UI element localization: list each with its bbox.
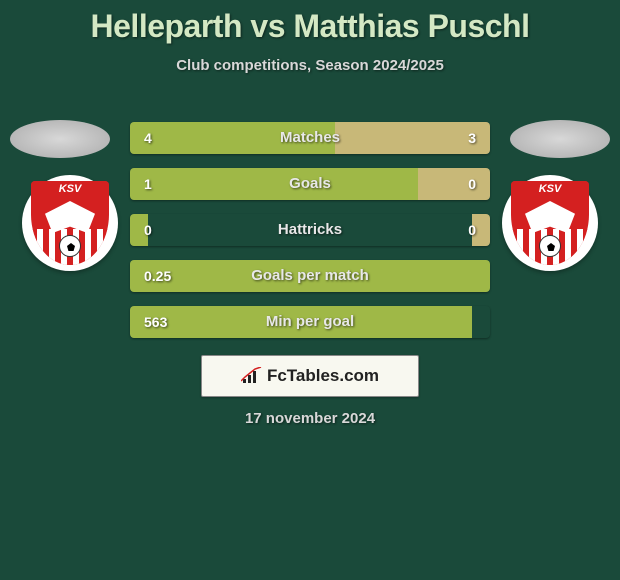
- stat-label: Goals per match: [130, 260, 490, 292]
- badge-text-left: KSV: [31, 183, 109, 195]
- player1-club-badge: KSV: [22, 175, 118, 271]
- stat-row: 1 Goals 0: [130, 168, 490, 200]
- ball-icon: [539, 235, 561, 257]
- player2-name: Matthias Puschl: [293, 8, 529, 44]
- stat-row: 0.25 Goals per match: [130, 260, 490, 292]
- stat-value-right: 0: [468, 214, 476, 246]
- player1-avatar-placeholder: [10, 120, 110, 158]
- stat-label: Hattricks: [130, 214, 490, 246]
- player2-club-badge: KSV: [502, 175, 598, 271]
- stat-row: 0 Hattricks 0: [130, 214, 490, 246]
- subtitle: Club competitions, Season 2024/2025: [0, 57, 620, 74]
- stat-label: Matches: [130, 122, 490, 154]
- player2-avatar-placeholder: [510, 120, 610, 158]
- stat-label: Goals: [130, 168, 490, 200]
- fctables-logo: FcTables.com: [201, 355, 419, 397]
- player1-name: Helleparth: [91, 8, 242, 44]
- badge-text-right: KSV: [511, 183, 589, 195]
- stat-row: 4 Matches 3: [130, 122, 490, 154]
- comparison-title: Helleparth vs Matthias Puschl: [0, 0, 620, 45]
- stat-value-right: 0: [468, 168, 476, 200]
- stat-bars: 4 Matches 3 1 Goals 0 0 Hattricks 0 0.25…: [130, 122, 490, 352]
- stat-row: 563 Min per goal: [130, 306, 490, 338]
- vs-text: vs: [250, 8, 285, 44]
- logo-text: FcTables.com: [267, 366, 379, 386]
- ball-icon: [59, 235, 81, 257]
- date-text: 17 november 2024: [0, 410, 620, 427]
- stat-value-right: 3: [468, 122, 476, 154]
- stat-label: Min per goal: [130, 306, 490, 338]
- chart-icon: [241, 367, 263, 385]
